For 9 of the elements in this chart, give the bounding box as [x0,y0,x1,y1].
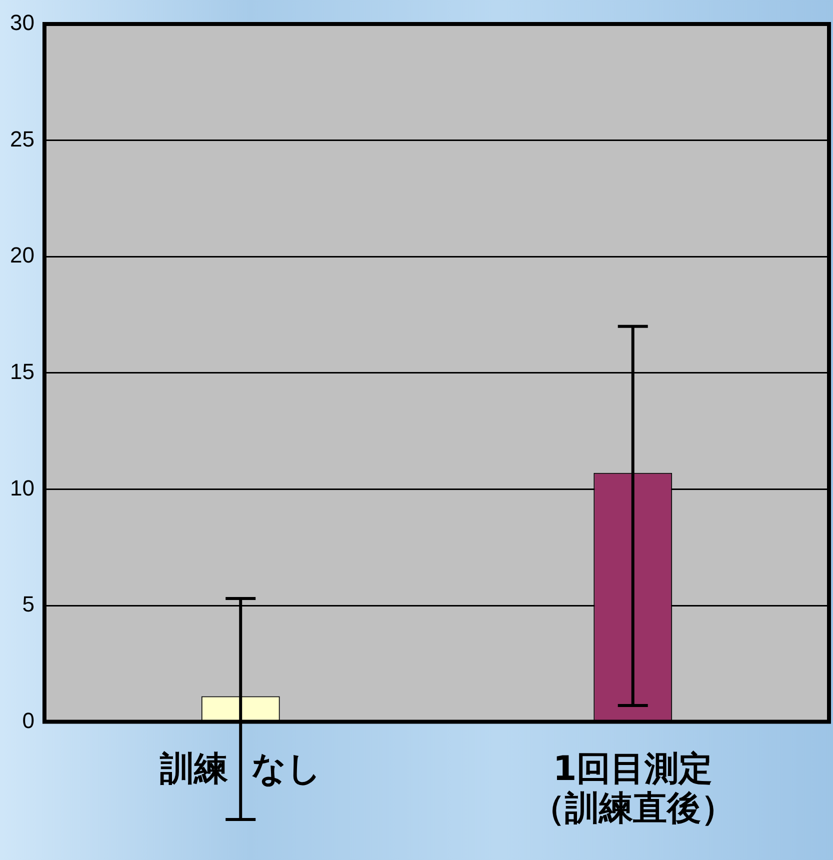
y-tick-label: 10 [10,475,34,500]
y-tick-label: 0 [22,708,34,733]
y-tick-label: 5 [22,592,34,617]
x-tick-label: 訓練 なし [158,749,322,790]
y-tick-label: 15 [10,358,34,384]
y-tick-label: 20 [10,242,34,268]
y-tick-label: 25 [10,126,34,152]
y-tick-label: 30 [10,10,34,36]
x-tick-label: 1回目測定（訓練直後） [530,749,735,828]
